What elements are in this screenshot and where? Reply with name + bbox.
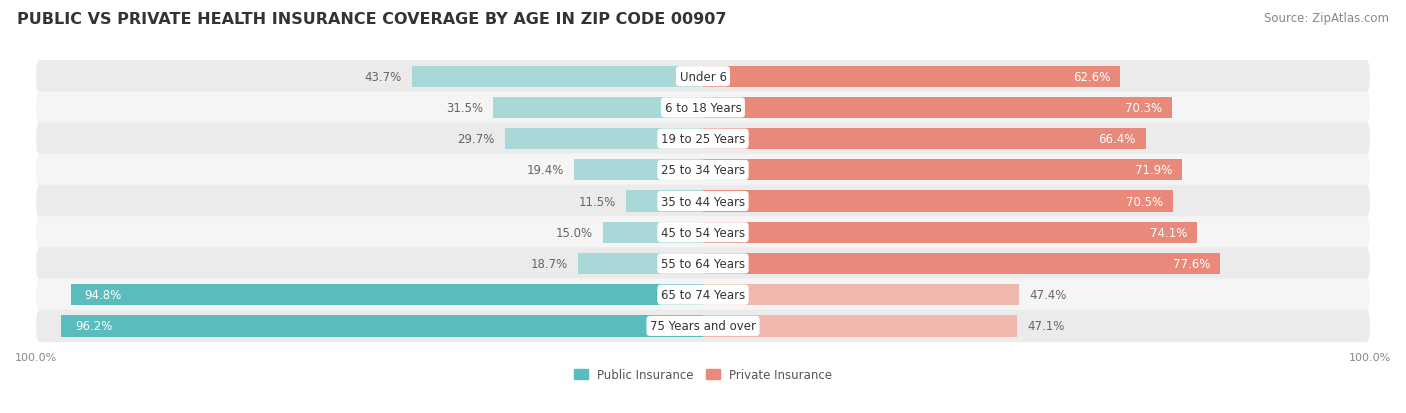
Text: 15.0%: 15.0% — [555, 226, 593, 239]
Text: 43.7%: 43.7% — [364, 71, 402, 83]
Text: 18.7%: 18.7% — [531, 257, 568, 271]
FancyBboxPatch shape — [37, 248, 1369, 280]
Text: 11.5%: 11.5% — [579, 195, 616, 208]
Bar — [574, 160, 703, 181]
Bar — [70, 285, 703, 306]
FancyBboxPatch shape — [37, 92, 1369, 124]
Text: 77.6%: 77.6% — [1173, 257, 1211, 271]
Text: 6 to 18 Years: 6 to 18 Years — [665, 102, 741, 115]
Text: 94.8%: 94.8% — [84, 289, 121, 301]
Bar — [494, 97, 703, 119]
Text: 65 to 74 Years: 65 to 74 Years — [661, 289, 745, 301]
Text: 29.7%: 29.7% — [457, 133, 495, 146]
Text: 71.9%: 71.9% — [1135, 164, 1173, 177]
Text: 45 to 54 Years: 45 to 54 Years — [661, 226, 745, 239]
Bar — [703, 97, 1171, 119]
Text: 74.1%: 74.1% — [1150, 226, 1187, 239]
Text: 66.4%: 66.4% — [1098, 133, 1136, 146]
FancyBboxPatch shape — [37, 123, 1369, 156]
Text: 31.5%: 31.5% — [446, 102, 482, 115]
Text: 70.3%: 70.3% — [1125, 102, 1161, 115]
Bar — [703, 129, 1146, 150]
Bar — [703, 222, 1197, 243]
Text: 96.2%: 96.2% — [75, 320, 112, 332]
Text: 25 to 34 Years: 25 to 34 Years — [661, 164, 745, 177]
Bar — [703, 66, 1121, 88]
Bar — [703, 285, 1019, 306]
Text: Source: ZipAtlas.com: Source: ZipAtlas.com — [1264, 12, 1389, 25]
FancyBboxPatch shape — [37, 310, 1369, 342]
Text: 62.6%: 62.6% — [1073, 71, 1111, 83]
Bar — [703, 253, 1220, 274]
Text: 75 Years and over: 75 Years and over — [650, 320, 756, 332]
FancyBboxPatch shape — [37, 185, 1369, 218]
Text: 47.4%: 47.4% — [1029, 289, 1067, 301]
Bar — [412, 66, 703, 88]
Bar — [505, 129, 703, 150]
Text: 19.4%: 19.4% — [526, 164, 564, 177]
Text: PUBLIC VS PRIVATE HEALTH INSURANCE COVERAGE BY AGE IN ZIP CODE 00907: PUBLIC VS PRIVATE HEALTH INSURANCE COVER… — [17, 12, 727, 27]
Text: 47.1%: 47.1% — [1028, 320, 1064, 332]
Text: 70.5%: 70.5% — [1126, 195, 1163, 208]
FancyBboxPatch shape — [37, 61, 1369, 93]
Legend: Public Insurance, Private Insurance: Public Insurance, Private Insurance — [569, 363, 837, 386]
Bar — [626, 191, 703, 212]
FancyBboxPatch shape — [37, 154, 1369, 187]
Bar — [578, 253, 703, 274]
Bar — [703, 191, 1173, 212]
FancyBboxPatch shape — [37, 279, 1369, 311]
Bar — [62, 316, 703, 337]
Text: 19 to 25 Years: 19 to 25 Years — [661, 133, 745, 146]
Text: 55 to 64 Years: 55 to 64 Years — [661, 257, 745, 271]
Text: 35 to 44 Years: 35 to 44 Years — [661, 195, 745, 208]
Text: Under 6: Under 6 — [679, 71, 727, 83]
Bar — [703, 160, 1182, 181]
Bar — [603, 222, 703, 243]
Bar — [703, 316, 1017, 337]
FancyBboxPatch shape — [37, 216, 1369, 249]
